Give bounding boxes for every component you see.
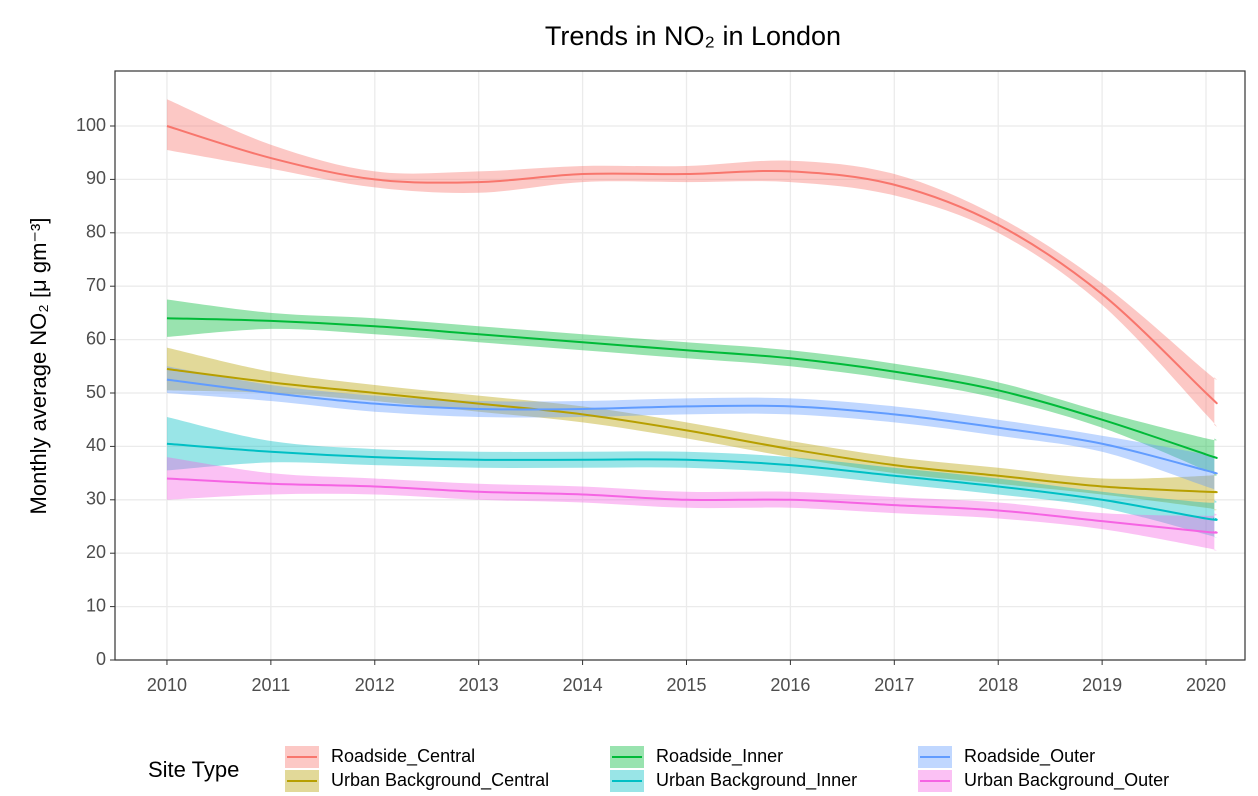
y-tick-label: 20 [86,542,106,562]
x-tick-label: 2019 [1082,675,1122,695]
y-tick-label: 100 [76,115,106,135]
trend-line [166,442,1218,521]
x-tick-label: 2020 [1186,675,1226,695]
trend-line [166,367,1218,494]
x-tick-label: 2016 [770,675,810,695]
x-tick-label: 2017 [874,675,914,695]
legend-label: Roadside_Outer [964,746,1095,767]
x-tick-label: 2018 [978,675,1018,695]
x-tick-label: 2013 [459,675,499,695]
trend-line [166,317,1218,459]
x-tick-label: 2012 [355,675,395,695]
legend-label: Roadside_Inner [656,746,783,767]
confidence-band [166,457,1217,551]
y-tick-label: 10 [86,595,106,615]
x-tick-label: 2014 [563,675,603,695]
legend-title: Site Type [148,757,239,782]
x-tick-label: 2011 [252,675,291,695]
x-tick-label: 2015 [666,675,706,695]
confidence-band [166,347,1217,511]
legend-label: Roadside_Central [331,746,475,767]
legend-label: Urban Background_Inner [656,770,857,791]
y-axis-label: Monthly average NO₂ [μ gm⁻³] [26,218,51,515]
confidence-band [166,299,1217,476]
y-tick-label: 70 [86,275,106,295]
y-tick-label: 80 [86,222,106,242]
confidence-band [166,99,1217,427]
legend-label: Urban Background_Central [331,770,549,791]
trend-line [166,125,1218,405]
trend-line [166,477,1218,534]
legend-label: Urban Background_Outer [964,770,1169,791]
plot-border [114,70,1246,661]
y-tick-label: 30 [86,489,106,509]
x-tick-label: 2010 [147,675,187,695]
y-tick-label: 60 [86,328,106,348]
y-tick-label: 40 [86,435,106,455]
trend-line [166,378,1218,475]
y-tick-label: 90 [86,168,106,188]
y-tick-label: 50 [86,382,106,402]
chart-title: Trends in NO₂ in London [545,21,841,51]
y-tick-label: 0 [96,649,106,669]
